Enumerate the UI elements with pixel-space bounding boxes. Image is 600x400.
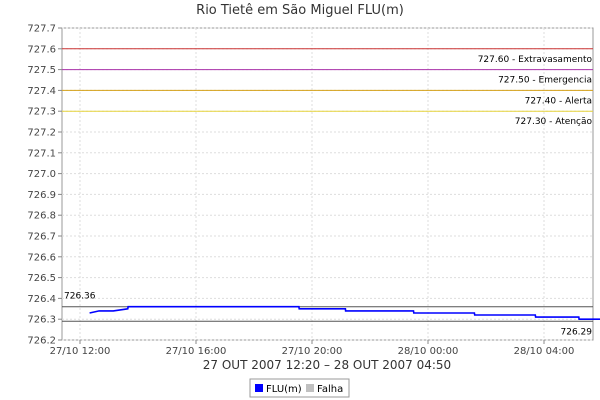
y-tick-label: 727.6 xyxy=(27,44,56,55)
y-tick-label: 726.9 xyxy=(27,190,56,201)
legend-swatch xyxy=(255,384,263,392)
y-tick-label: 727.3 xyxy=(27,107,56,118)
reference-line-label: 727.50 - Emergencia xyxy=(498,76,592,86)
chart-subtitle: 27 OUT 2007 12:20 – 28 OUT 2007 04:50 xyxy=(203,358,451,372)
legend-swatch xyxy=(306,384,314,392)
x-tick-label: 27/10 12:00 xyxy=(50,346,111,357)
y-tick-label: 726.7 xyxy=(27,232,56,243)
y-tick-label: 727.0 xyxy=(27,169,56,180)
reference-lines: 727.60 - Extravasamento 727.50 - Emergenc… xyxy=(62,48,593,127)
legend-box xyxy=(249,378,350,398)
min-value-label: 726.29 xyxy=(561,327,593,337)
y-tick-label: 726.8 xyxy=(27,211,56,222)
y-tick-label: 727.4 xyxy=(27,86,56,97)
legend-label: FLU(m) xyxy=(266,384,302,395)
reference-line-label: 727.40 - Alerta xyxy=(525,96,592,106)
x-tick-label: 27/10 20:00 xyxy=(282,346,343,357)
y-axis-ticks: 726.2 726.3 726.4 726.5 726.6 726.7 726.8 726.9… xyxy=(27,24,62,347)
y-tick-label: 726.2 xyxy=(27,336,56,347)
y-tick-label: 726.4 xyxy=(27,294,56,305)
max-value-label: 726.36 xyxy=(64,292,96,302)
x-axis-ticks: 27/10 12:00 27/10 16:00 27/10 20:00 28/10 0… xyxy=(50,340,575,357)
series-line-flu xyxy=(89,305,600,320)
y-tick-label: 727.1 xyxy=(27,148,56,159)
x-tick-label: 28/10 04:00 xyxy=(514,346,575,357)
plot-frame xyxy=(61,27,594,341)
y-tick-label: 726.3 xyxy=(27,315,56,326)
y-tick-label: 727.2 xyxy=(27,128,56,139)
series xyxy=(89,305,600,320)
y-tick-label: 727.5 xyxy=(27,65,56,76)
reference-line-label: 727.30 - Atenção xyxy=(515,117,593,127)
y-tick-label: 726.6 xyxy=(27,252,56,263)
plot-area xyxy=(61,27,594,341)
reference-line-label: 727.60 - Extravasamento xyxy=(478,55,593,65)
chart-title: Rio Tietê em São Miguel FLU(m) xyxy=(196,3,404,18)
y-tick-label: 727.7 xyxy=(27,24,56,35)
legend-label: Falha xyxy=(317,384,343,395)
legend: FLU(m) Falha xyxy=(249,378,350,398)
y-tick-label: 726.5 xyxy=(27,273,56,284)
x-tick-label: 27/10 16:00 xyxy=(166,346,227,357)
x-tick-label: 28/10 00:00 xyxy=(398,346,459,357)
